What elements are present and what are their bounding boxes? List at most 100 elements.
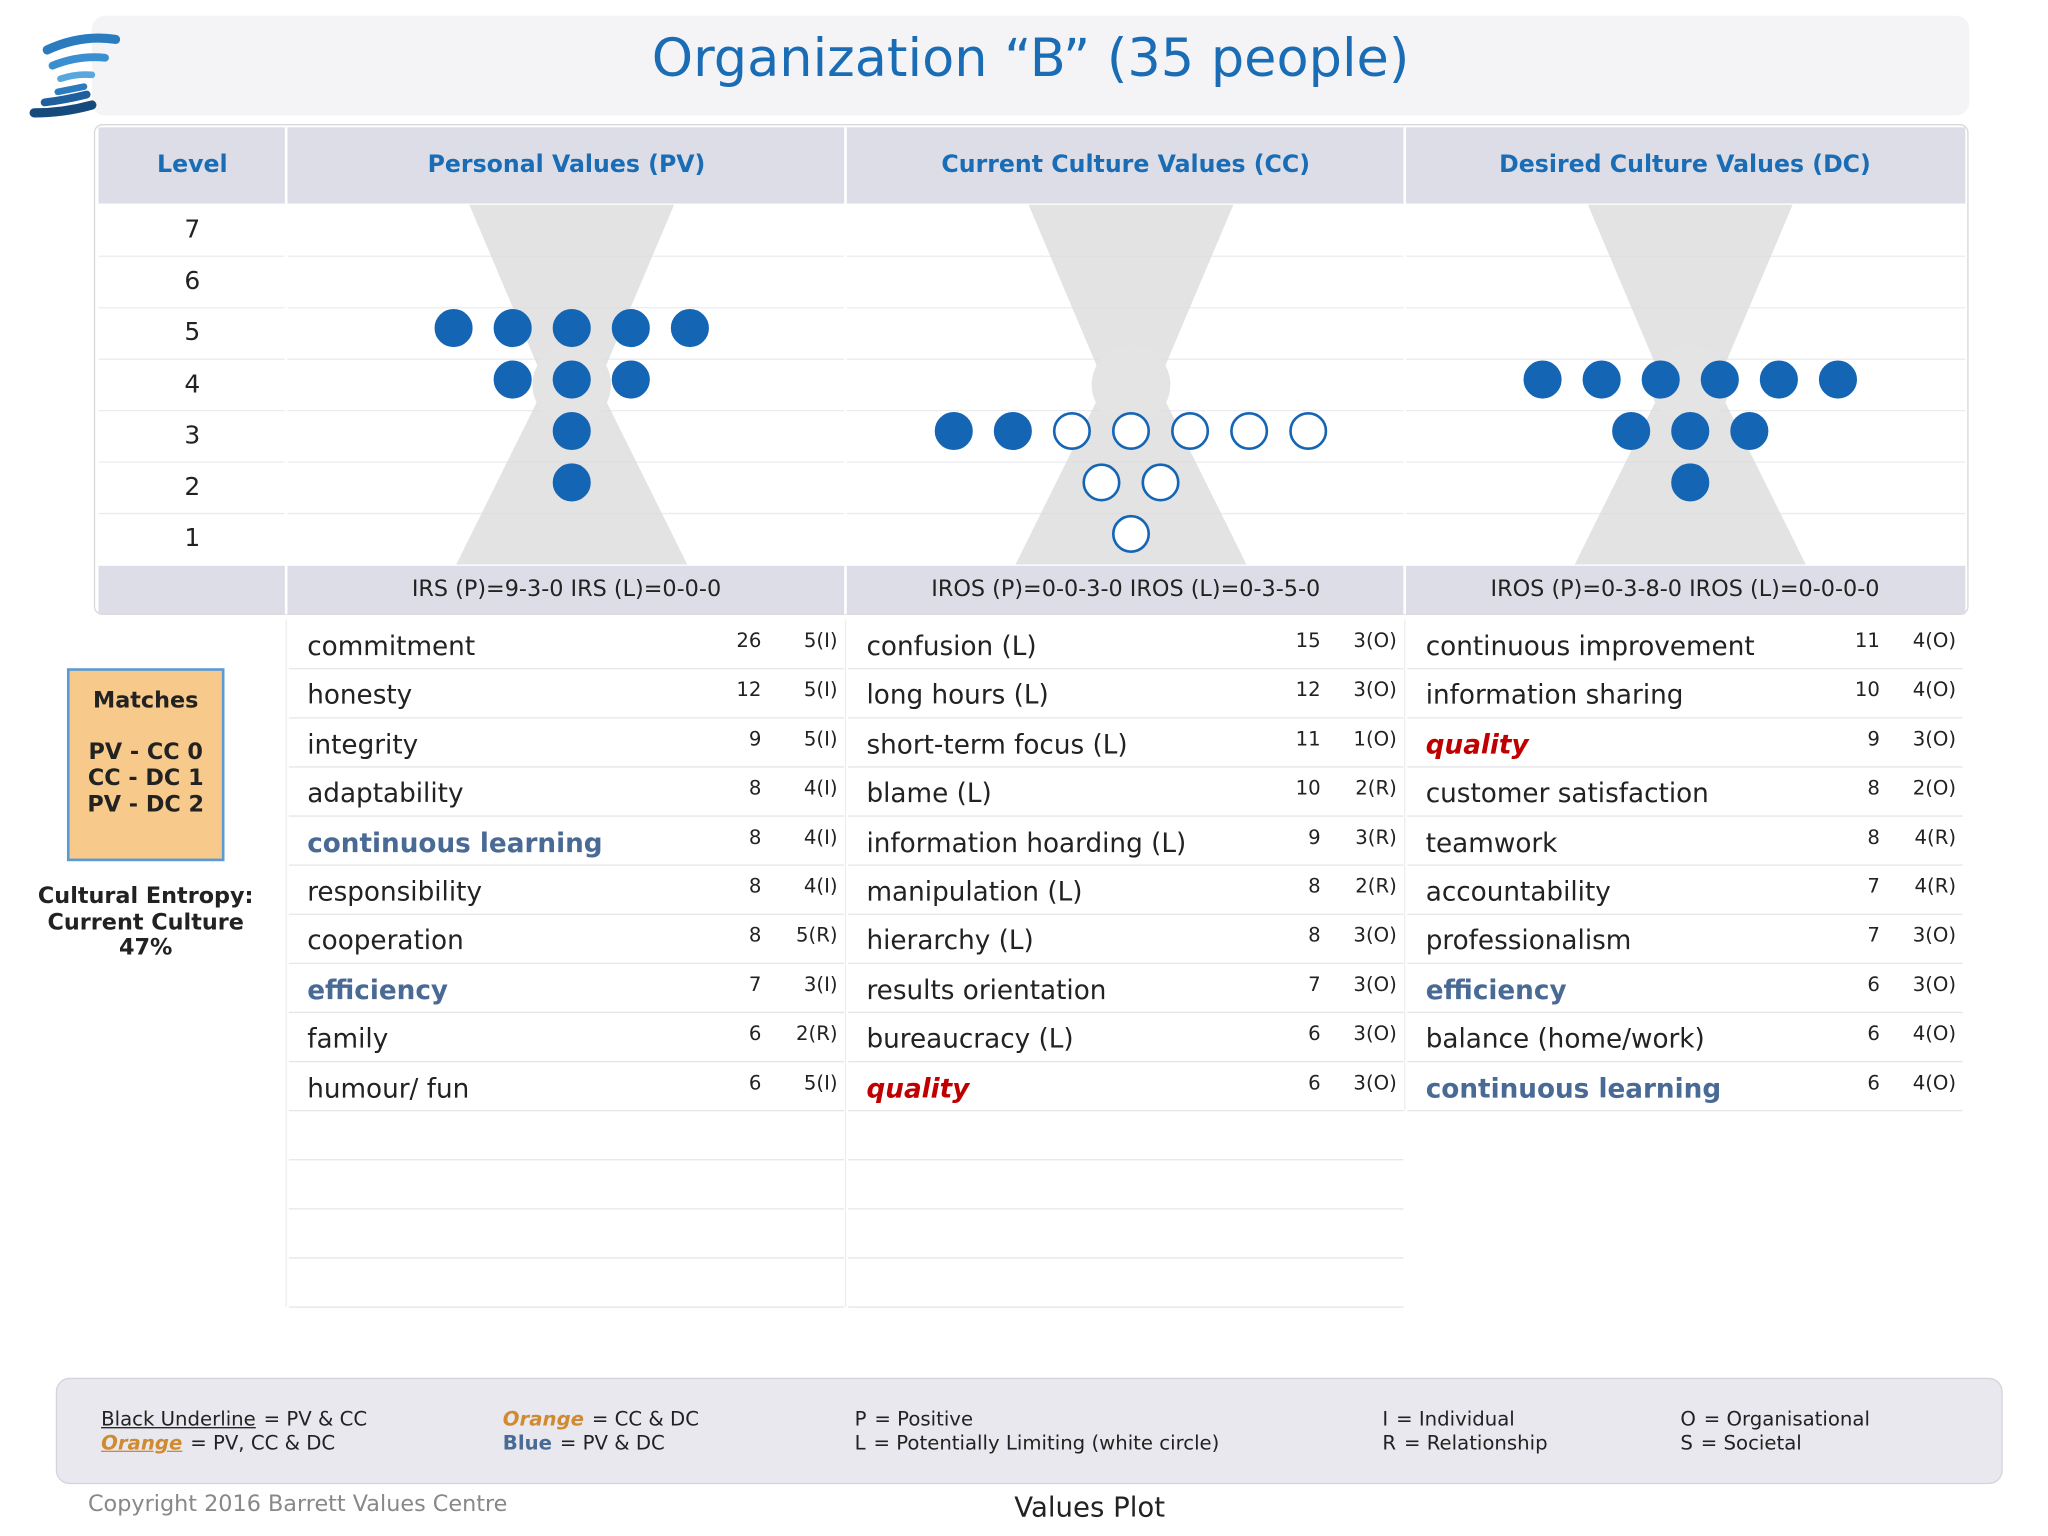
- value-name: efficiency: [307, 973, 449, 1006]
- legend-term: Orange: [101, 1430, 183, 1455]
- value-count: 26: [736, 628, 762, 653]
- irs-summary: IROS (P)=0-3-8-0 IROS (L)=0-0-0-0: [1490, 576, 1880, 603]
- legend-definition: = CC & DC: [591, 1407, 699, 1431]
- legend-entry: L = Potentially Limiting (white circle): [855, 1431, 1220, 1455]
- value-name: cooperation: [307, 924, 464, 957]
- value-count: 7: [1867, 874, 1880, 898]
- positive-value-dot: [552, 411, 591, 451]
- level-header: Level: [157, 150, 228, 179]
- positive-value-dot: [611, 309, 650, 348]
- value-count: 8: [1867, 776, 1880, 800]
- value-name: information hoarding (L): [866, 826, 1187, 859]
- legend-definition: = Individual: [1396, 1407, 1515, 1431]
- value-level: 1(O): [1353, 727, 1397, 751]
- value-name: continuous learning: [307, 826, 603, 859]
- value-name: teamwork: [1425, 826, 1558, 859]
- caption: Values Plot: [1014, 1491, 1166, 1523]
- legend-definition: = Potentially Limiting (white circle): [873, 1430, 1220, 1455]
- value-name: blame (L): [866, 777, 992, 809]
- level-label: 7: [184, 215, 201, 245]
- value-level: 3(O): [1353, 923, 1397, 948]
- limiting-value-dot: [1289, 411, 1328, 451]
- value-count: 8: [1308, 874, 1321, 898]
- value-level: 3(R): [1355, 825, 1397, 849]
- value-count: 9: [1308, 825, 1321, 849]
- value-name: family: [307, 1022, 389, 1055]
- value-level: 3(O): [1912, 727, 1957, 751]
- value-name: quality: [1425, 728, 1529, 760]
- legend-term: R: [1382, 1430, 1397, 1455]
- value-level: 3(O): [1353, 1021, 1397, 1046]
- limiting-value-dot: [1082, 463, 1121, 502]
- logo-arc: [48, 53, 109, 70]
- value-count: 9: [1867, 727, 1880, 751]
- value-level: 4(I): [803, 874, 838, 898]
- positive-value-dot: [1700, 360, 1739, 399]
- value-level: 4(O): [1912, 677, 1957, 702]
- value-name: humour/ fun: [307, 1072, 470, 1104]
- value-count: 11: [1854, 628, 1880, 653]
- value-count: 6: [1867, 972, 1880, 997]
- value-name: manipulation (L): [866, 875, 1083, 908]
- limiting-value-dot: [1141, 463, 1180, 502]
- positive-value-dot: [611, 360, 650, 399]
- value-name: quality: [866, 1072, 970, 1104]
- header-row: [98, 127, 1966, 204]
- positive-value-dot: [1671, 411, 1710, 451]
- value-count: 9: [748, 727, 762, 751]
- value-count: 7: [748, 972, 762, 997]
- matches-line: PV - CC 0: [88, 739, 203, 766]
- value-count: 15: [1295, 628, 1321, 653]
- limiting-value-dot: [1111, 514, 1151, 553]
- value-name: professionalism: [1425, 924, 1632, 957]
- positive-value-dot: [1759, 360, 1798, 399]
- legend-term: Black Underline: [101, 1407, 256, 1431]
- value-level: 4(R): [1914, 874, 1957, 898]
- irs-summary: IROS (P)=0-0-3-0 IROS (L)=0-3-5-0: [931, 576, 1321, 603]
- value-count: 11: [1295, 727, 1321, 751]
- logo-arc: [29, 100, 97, 118]
- value-count: 12: [1295, 677, 1321, 702]
- value-count: 8: [1867, 825, 1880, 849]
- positive-value-dot: [552, 463, 591, 502]
- value-name: bureaucracy (L): [866, 1022, 1074, 1055]
- legend-term: O: [1680, 1407, 1696, 1431]
- value-level: 2(R): [796, 1021, 838, 1046]
- value-count: 8: [1308, 923, 1321, 948]
- value-count: 6: [748, 1070, 762, 1095]
- title: Organization “B” (35 people): [651, 28, 1410, 90]
- legend-definition: = PV & CC: [263, 1407, 368, 1431]
- value-level: 3(O): [1912, 972, 1957, 997]
- title-panel: [91, 15, 1970, 116]
- legend-entry: O = Organisational: [1680, 1407, 1870, 1431]
- value-count: 6: [1308, 1070, 1321, 1095]
- value-name: customer satisfaction: [1425, 777, 1709, 809]
- value-name: confusion (L): [866, 630, 1037, 662]
- value-level: 5(I): [803, 1070, 838, 1095]
- value-level: 3(O): [1353, 1070, 1397, 1095]
- value-count: 6: [1308, 1021, 1321, 1046]
- logo-arc: [54, 83, 88, 96]
- value-name: commitment: [307, 630, 476, 662]
- legend-entry: S = Societal: [1680, 1431, 1801, 1455]
- value-count: 10: [1295, 776, 1321, 800]
- value-level: 4(R): [1914, 825, 1957, 849]
- value-name: honesty: [307, 679, 413, 711]
- legend-entry: I = Individual: [1382, 1407, 1514, 1431]
- logo-arc: [42, 33, 121, 55]
- positive-value-dot: [493, 360, 532, 399]
- value-name: long hours (L): [866, 679, 1049, 711]
- value-name: efficiency: [1425, 973, 1567, 1006]
- legend-definition: = PV, CC & DC: [190, 1430, 336, 1455]
- value-level: 4(I): [803, 825, 838, 849]
- legend-entry: Black Underline = PV & CC: [101, 1407, 367, 1431]
- positive-value-dot: [1818, 360, 1857, 399]
- value-level: 2(R): [1355, 874, 1397, 898]
- limiting-value-dot: [1052, 411, 1091, 451]
- positive-value-dot: [552, 309, 591, 348]
- positive-value-dot: [1730, 411, 1769, 451]
- value-name: short-term focus (L): [866, 728, 1128, 760]
